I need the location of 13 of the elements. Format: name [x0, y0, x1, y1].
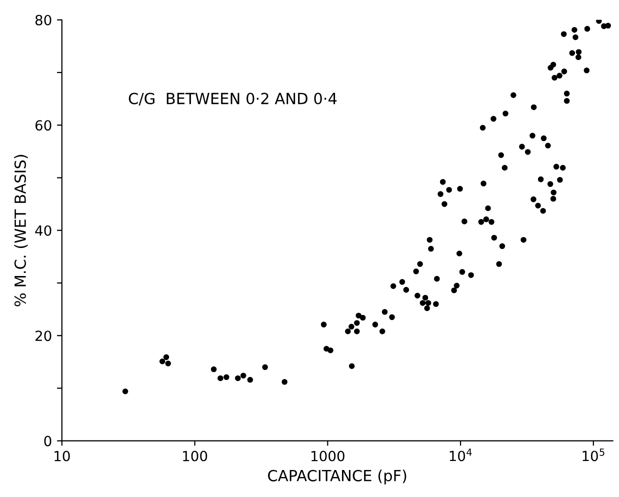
annotation: C/G BETWEEN 0·2 AND 0·4	[128, 92, 337, 106]
x-axis-title: CAPACITANCE (pF)	[268, 470, 406, 484]
x-tick-label: 10$^{4}$	[450, 448, 472, 462]
x-tick-label: 10$^{5}$	[582, 448, 604, 462]
y-tick-label: 80	[35, 14, 52, 26]
y-tick-label: 40	[35, 225, 52, 236]
y-tick-label: 0	[44, 436, 52, 446]
y-tick-label: 60	[35, 120, 52, 131]
x-tick-label: 1000	[312, 450, 344, 462]
y-axis-title: % M.C. (WET BASIS)	[14, 154, 28, 306]
y-tick-label: 20	[36, 330, 52, 342]
x-tick-label: 100	[183, 450, 208, 462]
x-tick-label: 10	[54, 450, 70, 462]
